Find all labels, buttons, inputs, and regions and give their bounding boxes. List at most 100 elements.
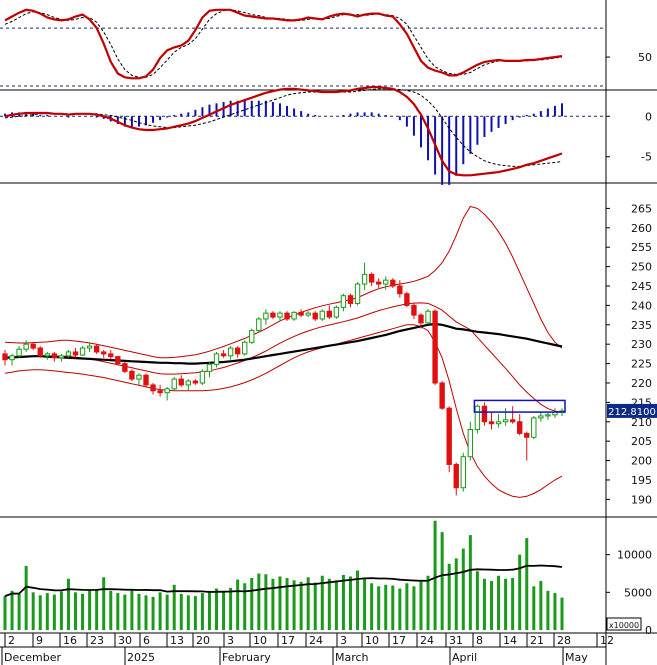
bollinger-upper-band — [4, 205, 563, 359]
price-tick-label: 250 — [631, 261, 652, 274]
volume-multiplier-box — [606, 617, 642, 631]
x-tick-label: 14 — [503, 634, 517, 647]
price-tick-label: 220 — [631, 377, 652, 390]
candle-body — [86, 345, 93, 349]
price-tick-label: 255 — [631, 241, 652, 254]
price-tick-label: 190 — [631, 493, 652, 506]
candle-body — [220, 353, 227, 357]
candle-body — [517, 421, 523, 434]
candle-body — [354, 283, 361, 304]
x-tick-label: 2 — [8, 634, 15, 647]
x-tick-label: 24 — [309, 634, 323, 647]
candle-body — [474, 405, 481, 431]
moving-average-line — [4, 322, 563, 365]
candle-body — [192, 380, 199, 384]
x-tick-label: 23 — [90, 634, 104, 647]
candle-body — [495, 421, 502, 425]
candle-body — [16, 348, 22, 357]
candle-body — [129, 370, 135, 380]
candle-body — [101, 351, 107, 355]
candle-body — [404, 293, 410, 306]
price-tick-label: 195 — [631, 474, 652, 487]
osc-tick-label: 50 — [638, 51, 652, 64]
x-tick-label: 16 — [63, 634, 77, 647]
candle-body — [44, 353, 50, 357]
month-label: February — [222, 651, 271, 664]
candle-body — [122, 363, 128, 372]
price-tick-label: 225 — [631, 358, 652, 371]
price-tick-label: 245 — [631, 280, 652, 293]
price-tick-label: 240 — [631, 299, 652, 312]
resistance-highlight-box — [473, 399, 566, 413]
candle-body — [411, 304, 417, 316]
x-tick-label: 20 — [196, 634, 210, 647]
x-tick-label: 17 — [392, 634, 406, 647]
candle-body — [347, 295, 354, 304]
candle-body — [418, 314, 424, 324]
macd-signal-line — [4, 88, 563, 167]
candle-body — [538, 415, 544, 419]
x-tick-label: 3 — [340, 634, 347, 647]
candle-body — [284, 312, 290, 320]
candle-body — [227, 347, 234, 357]
candle-body — [488, 421, 495, 425]
x-tick-label: 10 — [253, 634, 267, 647]
candle-body — [206, 363, 213, 372]
x-tick-label: 8 — [476, 634, 483, 647]
candle-body — [460, 456, 466, 489]
candle-body — [164, 388, 170, 394]
x-tick-label: 30 — [118, 634, 132, 647]
candle-body — [502, 419, 509, 423]
candle-body — [390, 279, 396, 287]
candle-body — [270, 312, 276, 318]
candle-body — [185, 380, 192, 386]
candle-body — [340, 295, 347, 308]
candle-body — [319, 310, 325, 320]
bollinger-middle-band — [4, 302, 563, 413]
month-label: December — [4, 651, 62, 664]
candle-body — [383, 279, 389, 285]
macd-tick-label: 0 — [645, 110, 652, 123]
candle-body — [51, 353, 58, 359]
candle-body — [30, 343, 36, 349]
x-tick-label: 24 — [420, 634, 434, 647]
candle-body — [2, 353, 8, 361]
volume-tick-label: 5000 — [624, 586, 652, 599]
candle-body — [509, 419, 516, 423]
x-tick-label: 3 — [227, 634, 234, 647]
x-tick-label: 9 — [36, 634, 43, 647]
price-tick-label: 230 — [631, 338, 652, 351]
price-tick-label: 205 — [631, 435, 652, 448]
candle-body — [256, 318, 262, 332]
price-tick-label: 235 — [631, 319, 652, 332]
candle-body — [157, 390, 163, 394]
candle-body — [65, 351, 72, 357]
candle-body — [361, 273, 368, 285]
candle-body — [72, 351, 79, 356]
last-price-tag-label: 212.8100 — [608, 407, 656, 418]
candle-body — [432, 310, 438, 384]
candle-body — [277, 312, 283, 318]
osc-main-line — [4, 8, 563, 80]
x-tick-label: 13 — [170, 634, 184, 647]
candle-body — [37, 347, 43, 357]
volume-multiplier-label: x10000 — [609, 621, 639, 630]
candle-body — [234, 347, 241, 355]
month-label: March — [335, 651, 369, 664]
candle-body — [150, 384, 156, 392]
candle-body — [263, 312, 269, 320]
candle-body — [531, 417, 537, 438]
candle-body — [298, 311, 304, 316]
candle-body — [58, 355, 65, 359]
x-tick-label: 12 — [600, 634, 614, 647]
candle-body — [368, 273, 375, 283]
price-tick-label: 200 — [631, 455, 652, 468]
candle-body — [291, 311, 297, 320]
macd-tick-label: -5 — [641, 151, 652, 164]
candle-body — [453, 463, 459, 489]
plot-layer — [2, 8, 566, 630]
month-label: April — [452, 651, 477, 664]
candle-body — [446, 407, 452, 465]
